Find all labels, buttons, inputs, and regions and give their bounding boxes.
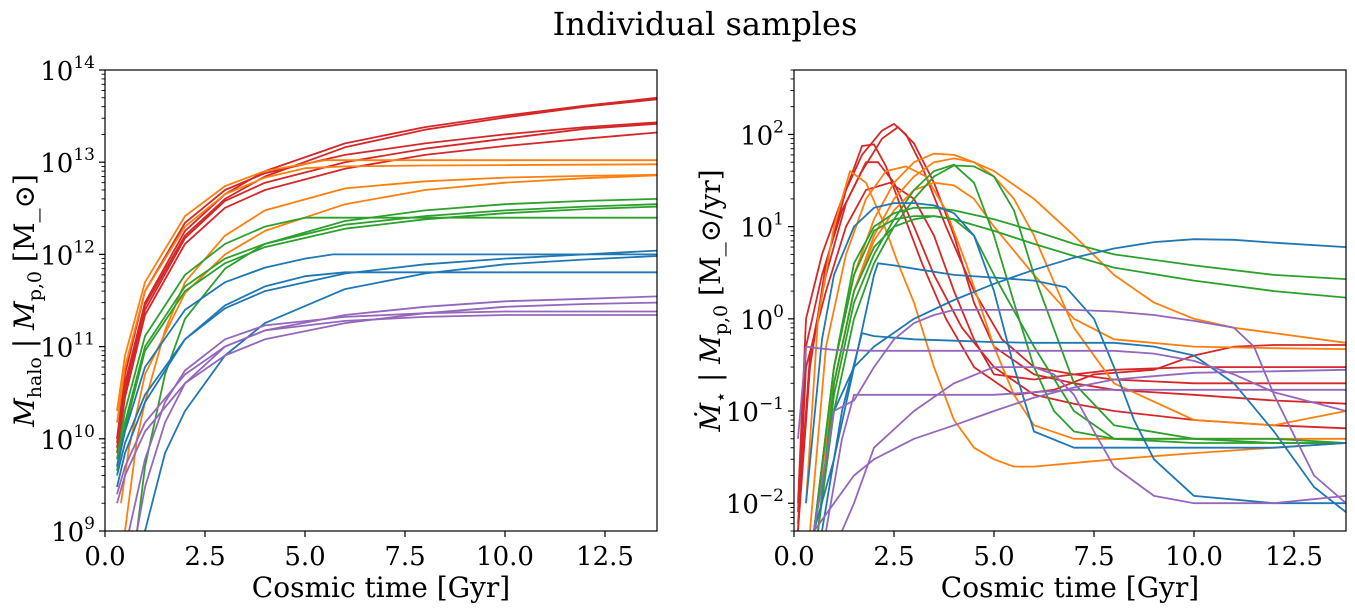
y-tick-label: 1012 <box>40 237 95 271</box>
series-line-green-10 <box>817 164 1346 531</box>
axes-frame <box>793 69 1347 532</box>
y-axis-label: Ṁ⋆ | Mp,0 [M_⊙/yr] <box>694 169 732 432</box>
y-tick-label: 102 <box>740 117 784 151</box>
x-tick-label: 0.0 <box>84 542 125 572</box>
series-line-blue-16 <box>813 262 1346 531</box>
y-tick-label: 1011 <box>40 330 95 364</box>
series-line-purple-21 <box>825 388 1346 531</box>
series-line-red-4 <box>116 131 657 454</box>
series-line-green-12 <box>817 215 1346 531</box>
series-line-red-1 <box>116 98 657 444</box>
series-line-purple-19 <box>128 310 657 531</box>
series-line-orange-9 <box>813 181 1346 531</box>
series-line-green-9 <box>136 198 657 531</box>
series-line-orange-5 <box>805 170 1346 504</box>
x-tick-label: 12.5 <box>576 542 634 572</box>
y-tick-label: 109 <box>51 514 95 548</box>
series-line-purple-20 <box>813 308 1346 531</box>
y-tick-label: 100 <box>740 302 784 336</box>
series-line-blue-18 <box>821 332 1346 531</box>
series-line-purple-20 <box>136 314 657 531</box>
series-line-orange-8 <box>120 174 657 504</box>
x-tick-label: 10.0 <box>476 542 534 572</box>
series-line-purple-17 <box>116 295 657 495</box>
series-line-red-2 <box>797 143 1346 531</box>
series-line-red-3 <box>116 123 657 448</box>
series-line-green-11 <box>116 205 657 471</box>
series-line-blue-14 <box>116 249 657 476</box>
series-line-green-13 <box>813 206 1346 531</box>
x-tick-label: 12.5 <box>1265 542 1323 572</box>
series-group <box>116 96 657 531</box>
series-line-purple-18 <box>116 301 657 504</box>
y-tick-label: 1010 <box>40 422 95 456</box>
series-line-orange-7 <box>124 173 657 531</box>
x-tick-label: 2.5 <box>873 542 914 572</box>
halo-mass-panel: 0.0 2.5 5.0 7.5 10.0 12.5 109 1010 1011 1012 1013 1… <box>8 53 658 604</box>
series-line-green-14 <box>813 215 1346 531</box>
x-tick-label: 5.0 <box>973 542 1014 572</box>
series-line-blue-15 <box>116 271 657 488</box>
axes-frame <box>104 69 658 532</box>
star-formation-rate-panel: 0.0 2.5 5.0 7.5 10.0 12.5 10−2 10−1 100 101 102 Cos… <box>694 69 1347 604</box>
series-line-green-10 <box>116 203 657 467</box>
series-group <box>797 123 1346 531</box>
x-tick-label: 2.5 <box>184 542 225 572</box>
y-tick-label: 1014 <box>40 53 95 87</box>
y-tick-label: 101 <box>740 210 784 244</box>
series-line-red-3 <box>797 161 1346 524</box>
series-line-orange-5 <box>116 159 657 412</box>
series-line-blue-17 <box>813 238 1346 531</box>
series-line-blue-15 <box>805 202 1346 504</box>
y-axis-label: Mhalo | Mp,0 [M_⊙] <box>8 174 46 428</box>
series-line-blue-13 <box>116 253 657 467</box>
y-tick-label: 10−1 <box>726 394 784 428</box>
series-line-green-12 <box>116 216 657 460</box>
x-axis-label: Cosmic time [Gyr] <box>252 571 510 604</box>
y-tick-label: 10−2 <box>726 486 784 520</box>
series-line-orange-6 <box>116 163 657 423</box>
figure-title: Individual samples <box>553 5 858 43</box>
x-tick-label: 7.5 <box>384 542 425 572</box>
x-tick-label: 10.0 <box>1165 542 1223 572</box>
series-line-purple-22 <box>813 368 1346 531</box>
series-line-purple-19 <box>797 345 1346 439</box>
x-tick-label: 0.0 <box>773 542 814 572</box>
x-tick-label: 5.0 <box>284 542 325 572</box>
series-line-orange-8 <box>813 157 1346 531</box>
series-line-red-4 <box>797 181 1346 531</box>
x-tick-label: 7.5 <box>1073 542 1114 572</box>
series-line-blue-16 <box>144 255 657 531</box>
series-line-purple-23 <box>841 366 1346 531</box>
y-tick-label: 1013 <box>40 145 95 179</box>
x-axis-label: Cosmic time [Gyr] <box>941 571 1199 604</box>
